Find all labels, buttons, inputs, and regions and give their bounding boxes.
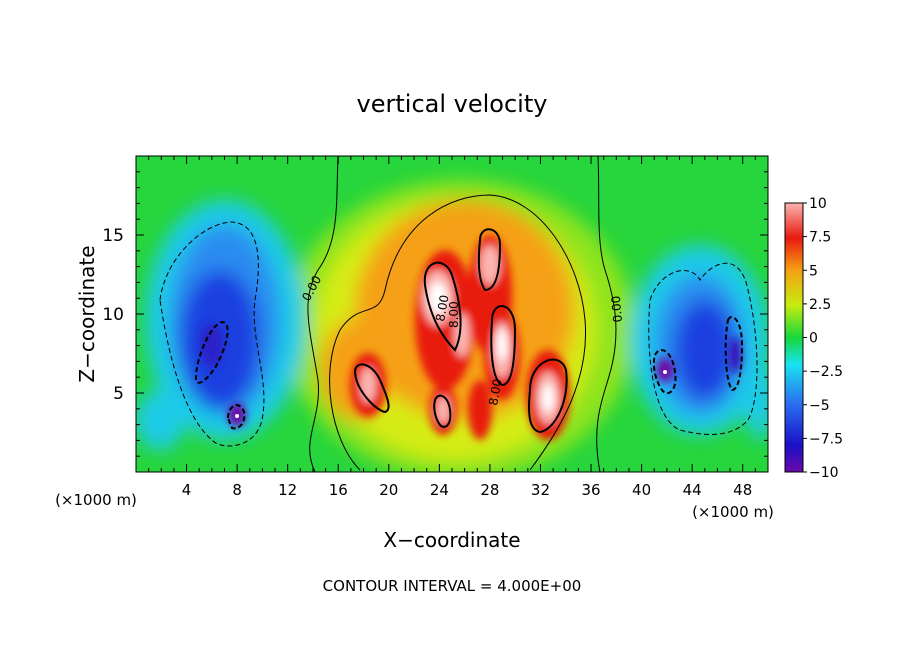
y-tick-label: 15 xyxy=(102,226,124,246)
x-tick-label: 36 xyxy=(581,481,600,499)
x-axis-title: X−coordinate xyxy=(383,528,520,552)
x-unit-label-right: (×1000 m) xyxy=(692,503,774,521)
colorbar-ticks xyxy=(803,202,807,473)
contour-neg-left-bottom xyxy=(226,404,246,430)
y-tick-labels: 5 10 15 xyxy=(102,226,124,404)
contour-eight-e xyxy=(353,363,390,414)
x-tick-label: 4 xyxy=(182,481,192,499)
colorbar-tick-label: −7.5 xyxy=(809,431,843,447)
y-axis-title: Z−coordinate xyxy=(75,245,99,382)
contour-neg-left-core xyxy=(194,320,229,384)
x-tick-label: 12 xyxy=(278,481,297,499)
axis-ticks xyxy=(136,156,768,472)
x-tick-label: 16 xyxy=(329,481,348,499)
colorbar-tick-label: −5 xyxy=(809,398,830,414)
x-tick-labels: 4 8 12 16 20 24 28 32 36 40 44 48 xyxy=(182,481,752,499)
x-tick-label: 44 xyxy=(683,481,702,499)
contour-label: 8.00 xyxy=(433,294,451,323)
y-tick-label: 5 xyxy=(113,384,124,404)
chart-title: vertical velocity xyxy=(357,90,548,118)
contour-eight-b xyxy=(477,228,502,292)
colorbar-tick-label: 0 xyxy=(809,331,818,347)
x-tick-label: 48 xyxy=(733,481,752,499)
colorbar xyxy=(784,202,804,473)
contour-neg-left xyxy=(159,221,265,447)
x-tick-label: 20 xyxy=(379,481,398,499)
contour-eight-d xyxy=(528,358,568,434)
contour-label: 0.00 xyxy=(609,295,625,323)
x-tick-label: 24 xyxy=(430,481,449,499)
contour-zero-left xyxy=(307,156,339,472)
heatmap-field: 0.00 0.00 8.00 8.00 8.00 xyxy=(136,156,768,472)
x-tick-label: 32 xyxy=(531,481,550,499)
colorbar-tick-label: 5 xyxy=(809,263,818,279)
x-tick-label: 28 xyxy=(480,481,499,499)
colorbar-tick-label: −10 xyxy=(809,465,839,481)
x-tick-label: 8 xyxy=(232,481,242,499)
contour-label: 8.00 xyxy=(447,301,461,328)
contour-eight-f xyxy=(433,394,452,428)
colorbar-labels: 10 7.5 5 2.5 0 −2.5 −5 −7.5 −10 xyxy=(809,196,843,481)
contour-neg-right-core-b xyxy=(724,316,744,392)
contour-interval-note: CONTOUR INTERVAL = 4.000E+00 xyxy=(323,577,582,595)
contour-eight-c xyxy=(490,305,517,387)
colorbar-tick-label: 7.5 xyxy=(809,230,831,246)
contour-eight-a xyxy=(423,261,462,352)
colorbar-tick-label: 10 xyxy=(809,196,827,212)
colorbar-tick-label: −2.5 xyxy=(809,364,843,380)
x-tick-label: 40 xyxy=(632,481,651,499)
contour-label: 8.00 xyxy=(486,378,504,407)
colorbar-tick-label: 2.5 xyxy=(809,297,831,313)
contour-updraft-outer xyxy=(329,194,587,471)
contour-zero-right xyxy=(596,156,617,472)
contour-neg-right xyxy=(648,262,758,435)
x-unit-label-left: (×1000 m) xyxy=(55,491,137,509)
y-tick-label: 10 xyxy=(102,305,124,325)
